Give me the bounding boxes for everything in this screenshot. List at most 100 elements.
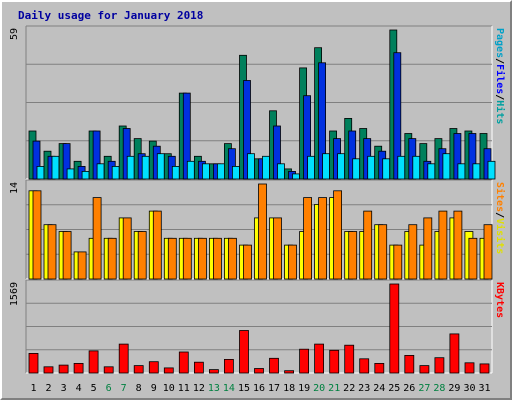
bar-sites-day-27	[423, 217, 433, 280]
bar-kbytes-day-2	[43, 366, 54, 374]
bar-sites-day-3	[62, 231, 72, 280]
panel-middle-legend: Sites/Visits	[494, 182, 506, 254]
panel-top-ymax-label: 59	[9, 28, 20, 40]
bar-kbytes-day-21	[329, 349, 340, 374]
bar-files-day-11	[182, 92, 191, 180]
bar-files-day-1	[32, 140, 41, 180]
bar-kbytes-day-24	[374, 362, 385, 374]
x-tick-label: 13	[208, 383, 220, 394]
bar-kbytes-day-14	[223, 358, 234, 374]
bar-pages-day-12	[201, 163, 210, 180]
bar-kbytes-day-9	[148, 361, 159, 374]
bar-pages-day-31	[487, 160, 496, 180]
x-tick-label: 8	[136, 383, 142, 394]
legend-entry: /	[494, 94, 505, 100]
bar-sites-day-19	[303, 197, 313, 280]
x-tick-label: 2	[45, 383, 51, 394]
bar-pages-day-16	[262, 155, 270, 180]
bar-sites-day-22	[348, 231, 358, 280]
legend-entry: KBytes	[494, 282, 505, 318]
bar-pages-day-15	[247, 153, 255, 180]
x-tick-label: 20	[313, 383, 325, 394]
bar-kbytes-day-5	[88, 350, 99, 374]
bar-kbytes-day-11	[178, 351, 189, 374]
legend-entry: Visits	[494, 218, 506, 254]
x-tick-label: 27	[418, 383, 430, 394]
x-tick-label: 12	[193, 383, 205, 394]
bar-sites-day-12	[197, 237, 207, 280]
x-tick-label: 10	[163, 383, 175, 394]
bar-kbytes-day-28	[434, 357, 445, 374]
x-tick-label: 6	[106, 383, 112, 394]
x-tick-label: 29	[448, 383, 460, 394]
bar-sites-day-14	[227, 237, 237, 280]
bar-sites-day-28	[438, 210, 448, 280]
bar-pages-day-14	[231, 165, 240, 180]
bar-kbytes-day-22	[344, 344, 355, 374]
bar-sites-day-17	[273, 217, 282, 280]
bar-files-day-25	[393, 52, 402, 180]
bar-sites-day-6	[107, 237, 117, 280]
bar-kbytes-day-16	[254, 368, 264, 374]
legend-entry: /	[494, 58, 505, 64]
x-tick-label: 14	[223, 383, 235, 394]
bar-kbytes-day-3	[58, 364, 69, 374]
bar-pages-day-5	[96, 163, 105, 180]
bar-pages-day-3	[66, 168, 75, 180]
x-tick-label: 1	[30, 383, 36, 394]
bar-sites-day-2	[47, 224, 57, 280]
bar-sites-day-21	[333, 190, 343, 280]
bar-pages-day-20	[322, 153, 331, 180]
legend-entry: Hits	[494, 100, 506, 124]
bar-pages-day-8	[141, 155, 150, 180]
bar-kbytes-day-25	[389, 283, 400, 374]
x-tick-label: 9	[151, 383, 157, 394]
bar-files-day-30	[468, 133, 477, 180]
x-tick-label: 4	[76, 383, 82, 394]
bar-pages-day-30	[472, 163, 481, 180]
bar-sites-day-11	[182, 237, 192, 280]
bar-pages-day-1	[36, 165, 45, 180]
bar-files-day-3	[62, 143, 71, 180]
bar-files-day-29	[453, 133, 462, 180]
bar-pages-day-9	[156, 153, 165, 180]
bar-sites-day-1	[32, 190, 42, 280]
x-tick-label: 22	[343, 383, 355, 394]
x-tick-label: 26	[403, 383, 415, 394]
bar-sites-day-13	[212, 237, 222, 280]
bar-sites-day-5	[92, 197, 102, 280]
bar-pages-day-7	[126, 155, 135, 180]
panel-middle-ymax-label: 14	[9, 182, 20, 194]
x-tick-label: 18	[283, 383, 295, 394]
x-tick-label: 16	[253, 383, 265, 394]
panel-bottom-ymax-label: 1569	[9, 282, 20, 306]
legend-entry: Files	[494, 64, 506, 94]
bar-pages-day-29	[457, 163, 466, 180]
bar-kbytes-day-4	[73, 362, 84, 374]
x-tick-label: 23	[358, 383, 370, 394]
bar-files-day-17	[273, 125, 281, 180]
bar-files-day-22	[348, 130, 357, 180]
bar-pages-day-27	[427, 163, 436, 180]
bar-kbytes-day-17	[269, 357, 279, 374]
bar-sites-day-20	[318, 197, 328, 280]
bar-pages-day-26	[412, 155, 421, 180]
bar-sites-day-24	[378, 224, 388, 280]
x-tick-label: 7	[121, 383, 127, 394]
legend-entry: Pages	[494, 28, 505, 58]
bar-kbytes-day-29	[449, 333, 460, 374]
bar-sites-day-10	[167, 237, 177, 280]
x-tick-label: 17	[268, 383, 280, 394]
legend-entry: Sites	[494, 182, 506, 212]
bar-sites-day-29	[453, 210, 463, 280]
bar-sites-day-4	[77, 251, 87, 280]
bar-sites-day-16	[258, 183, 267, 280]
bar-files-day-15	[243, 80, 251, 180]
bar-files-day-19	[303, 95, 312, 180]
bar-kbytes-day-12	[193, 361, 204, 374]
bar-sites-day-30	[468, 237, 478, 280]
bar-pages-day-13	[216, 163, 225, 180]
bar-kbytes-day-31	[479, 363, 490, 374]
x-tick-label: 11	[178, 383, 190, 394]
panel-top-legend: Pages/Files/Hits	[494, 28, 506, 124]
